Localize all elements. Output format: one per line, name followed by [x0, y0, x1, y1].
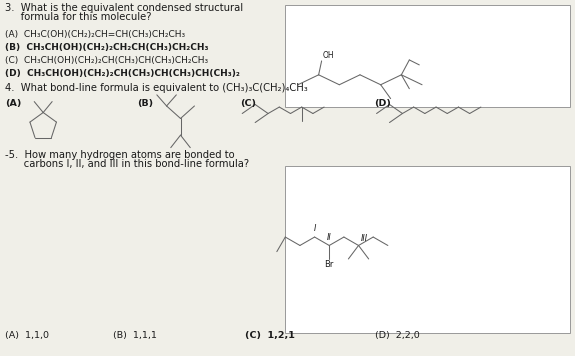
Text: I: I [313, 224, 316, 233]
Text: OH: OH [323, 51, 334, 60]
Text: (B)  CH₃CH(OH)(CH₂)₂CH₂CH(CH₃)CH₂CH₃: (B) CH₃CH(OH)(CH₂)₂CH₂CH(CH₃)CH₂CH₃ [5, 43, 209, 52]
Text: (B): (B) [137, 99, 153, 108]
Bar [285, 5, 570, 106]
Text: carbons I, II, and III in this bond-line formula?: carbons I, II, and III in this bond-line… [5, 159, 250, 169]
Text: (D): (D) [374, 99, 392, 108]
Text: formula for this molecule?: formula for this molecule? [5, 12, 152, 22]
Text: (A)  CH₃C(OH)(CH₂)₂CH=CH(CH₃)CH₂CH₃: (A) CH₃C(OH)(CH₂)₂CH=CH(CH₃)CH₂CH₃ [5, 30, 186, 39]
Text: III: III [361, 235, 367, 244]
Text: -5.  How many hydrogen atoms are bonded to: -5. How many hydrogen atoms are bonded t… [5, 150, 235, 160]
Text: (A)  1,1,0: (A) 1,1,0 [5, 331, 49, 340]
Text: 4.  What bond-line formula is equivalent to (CH₃)₃C(CH₂)₄CH₃: 4. What bond-line formula is equivalent … [5, 83, 308, 93]
Bar [285, 166, 570, 333]
Text: (A): (A) [5, 99, 22, 108]
Text: (D)  2,2,0: (D) 2,2,0 [374, 331, 419, 340]
Text: (B)  1,1,1: (B) 1,1,1 [113, 331, 157, 340]
Text: (C)  1,2,1: (C) 1,2,1 [245, 331, 295, 340]
Text: Br: Br [324, 260, 334, 269]
Text: (C): (C) [240, 99, 256, 108]
Text: (C)  CH₃CH(OH)(CH₂)₂CH(CH₃)CH(CH₃)CH₂CH₃: (C) CH₃CH(OH)(CH₂)₂CH(CH₃)CH(CH₃)CH₂CH₃ [5, 56, 209, 65]
Text: 3.  What is the equivalent condensed structural: 3. What is the equivalent condensed stru… [5, 3, 243, 14]
Text: II: II [327, 232, 332, 241]
Text: (D)  CH₃CH(OH)(CH₂)₂CH(CH₃)CH(CH₃)CH(CH₃)₂: (D) CH₃CH(OH)(CH₂)₂CH(CH₃)CH(CH₃)CH(CH₃)… [5, 69, 240, 78]
